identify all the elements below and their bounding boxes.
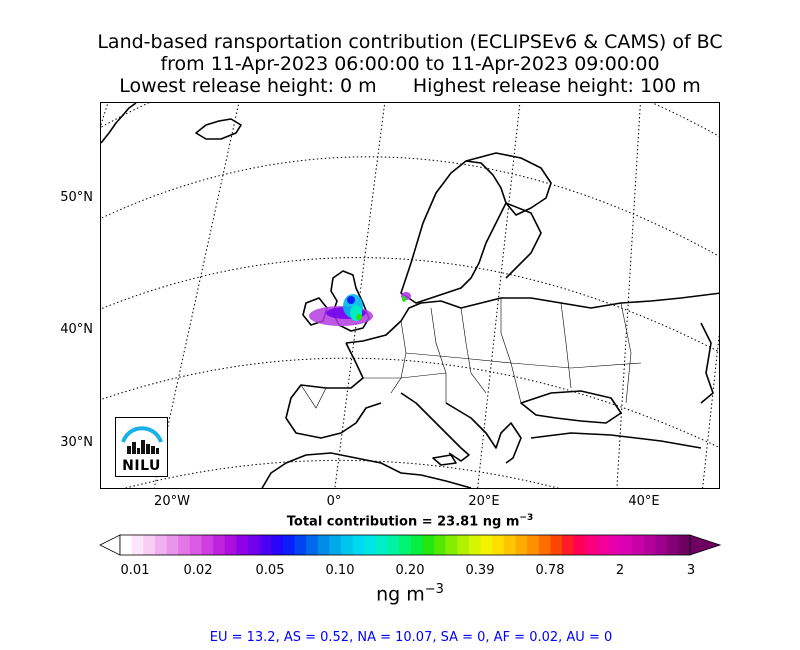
colorbar-segment	[480, 535, 493, 555]
colorbar-segment	[643, 535, 656, 555]
colorbar-segment	[468, 535, 482, 555]
colorbar-segment	[596, 535, 610, 555]
colorbar-tick-label: 2	[615, 563, 625, 578]
colorbar-segment	[585, 535, 598, 555]
colorbar-segment	[329, 535, 342, 555]
colorbar-segment	[341, 535, 354, 555]
colorbar-segment	[678, 535, 691, 555]
total-contribution-text: Total contribution = 23.81 ng m	[286, 514, 520, 530]
colorbar-segment	[143, 535, 156, 555]
nilu-logo: NILU	[115, 417, 168, 477]
lon-label-20w: 20°W	[154, 494, 190, 509]
colorbar-segment	[562, 535, 575, 555]
lon-label-0: 0°	[326, 494, 342, 509]
colorbar-segment	[120, 535, 133, 555]
colorbar-segment	[201, 535, 214, 555]
lon-label-40e: 40°E	[628, 494, 660, 509]
colorbar-segment	[550, 535, 563, 555]
map-title-line-3: Lowest release height: 0 m Highest relea…	[119, 75, 701, 97]
colorbar-tick-label: 0.01	[120, 563, 150, 578]
colorbar-segment	[457, 535, 470, 555]
colorbar	[99, 534, 722, 556]
colorbar-min-extend	[99, 534, 121, 556]
colorbar-frame	[119, 534, 691, 556]
colorbar-unit-text: ng m	[376, 583, 425, 606]
colorbar-segment	[573, 535, 586, 555]
colorbar-segment	[410, 535, 423, 555]
colorbar-segment	[399, 535, 412, 555]
colorbar-segment	[154, 535, 168, 555]
colorbar-segment	[166, 535, 179, 555]
colorbar-segment	[620, 535, 633, 555]
contribution-plume	[309, 292, 411, 326]
colorbar-segment	[364, 535, 377, 555]
colorbar-segment	[271, 535, 284, 555]
colorbar-tick-label: 0.10	[325, 563, 355, 578]
colorbar-unit: ng m−3	[0, 582, 800, 605]
colorbar-segment	[178, 535, 191, 555]
colorbar-segment	[666, 535, 679, 555]
colorbar-segment	[538, 535, 551, 555]
colorbar-tick-label: 0.02	[183, 563, 213, 578]
map-panel[interactable]	[100, 102, 720, 489]
colorbar-tick-label: 0.05	[255, 563, 285, 578]
colorbar-unit-exponent: −3	[424, 582, 444, 597]
country-borders	[300, 298, 642, 409]
colorbar-tick-label: 0.20	[395, 563, 425, 578]
total-contribution: Total contribution = 23.81 ng m−3	[0, 513, 800, 529]
colorbar-segment	[445, 535, 458, 555]
colorbar-segment	[236, 535, 249, 555]
colorbar-segment	[492, 535, 505, 555]
lon-label-20e: 20°E	[468, 494, 500, 509]
colorbar-segment	[387, 535, 400, 555]
lat-label-30n: 30°N	[60, 435, 93, 450]
colorbar-segment	[655, 535, 668, 555]
total-contribution-unit-exponent: −3	[519, 513, 534, 523]
colorbar-tick-label: 3	[686, 563, 696, 578]
colorbar-segment	[282, 535, 295, 555]
colorbar-segment	[434, 535, 447, 555]
colorbar-segment	[131, 535, 144, 555]
colorbar-segment	[247, 535, 261, 555]
colorbar-segment	[224, 535, 237, 555]
map-title-line-1: Land-based ransportation contribution (E…	[97, 31, 723, 53]
colorbar-segment	[317, 535, 330, 555]
colorbar-segment	[608, 535, 621, 555]
colorbar-segment	[294, 535, 307, 555]
lat-label-40n: 40°N	[60, 322, 93, 337]
colorbar-tick-label: 0.39	[465, 563, 495, 578]
colorbar-segment	[422, 535, 435, 555]
graticule	[101, 103, 719, 488]
colorbar-segment	[515, 535, 528, 555]
colorbar-segment	[527, 535, 540, 555]
map-canvas	[101, 103, 719, 488]
lat-label-50n: 50°N	[60, 190, 93, 205]
colorbar-segment	[306, 535, 319, 555]
colorbar-max-extend	[689, 534, 722, 556]
colorbar-segment	[213, 535, 226, 555]
map-title-line-2: from 11-Apr-2023 06:00:00 to 11-Apr-2023…	[160, 53, 660, 75]
colorbar-segment	[631, 535, 644, 555]
colorbar-segment	[503, 535, 517, 555]
colorbar-segment	[189, 535, 202, 555]
regional-contribution-footer: EU = 13.2, AS = 0.52, NA = 10.07, SA = 0…	[209, 630, 613, 645]
colorbar-tick-label: 0.78	[535, 563, 565, 578]
coastlines	[101, 103, 719, 488]
colorbar-segment	[352, 535, 365, 555]
nilu-logo-text: NILU	[122, 458, 161, 474]
colorbar-segment	[259, 535, 272, 555]
colorbar-segment	[375, 535, 389, 555]
